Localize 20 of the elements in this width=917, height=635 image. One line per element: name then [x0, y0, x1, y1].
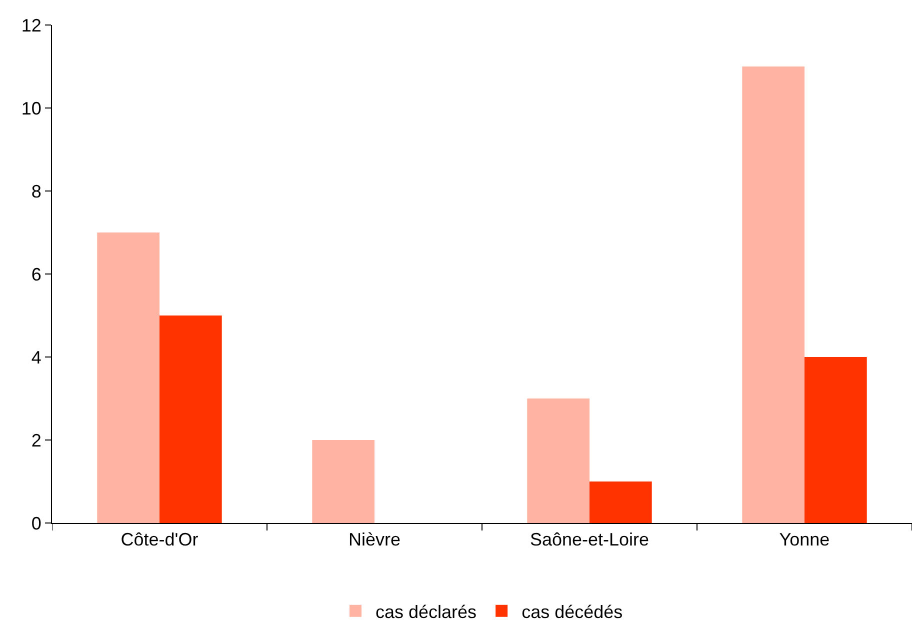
y-tick-label: 6 — [31, 264, 42, 284]
x-tick-label: Côte-d'Or — [120, 530, 198, 550]
bar — [742, 66, 804, 523]
legend-label: cas décédés — [522, 602, 623, 622]
y-tick-label: 4 — [31, 347, 42, 368]
x-tick-label: Yonne — [779, 530, 830, 550]
bar — [160, 316, 222, 523]
bar — [590, 482, 652, 523]
bar — [527, 398, 590, 523]
x-tick-label: Nièvre — [348, 530, 401, 550]
bar — [804, 357, 867, 523]
y-tick-label: 2 — [31, 430, 42, 450]
y-tick-label: 10 — [21, 98, 42, 118]
bar — [312, 440, 374, 523]
bar — [97, 232, 160, 523]
y-tick-label: 12 — [21, 15, 42, 36]
y-tick-label: 8 — [31, 181, 42, 202]
x-tick-label: Saône-et-Loire — [530, 530, 650, 550]
legend-label: cas déclarés — [376, 602, 477, 622]
y-tick-label: 0 — [31, 513, 42, 534]
